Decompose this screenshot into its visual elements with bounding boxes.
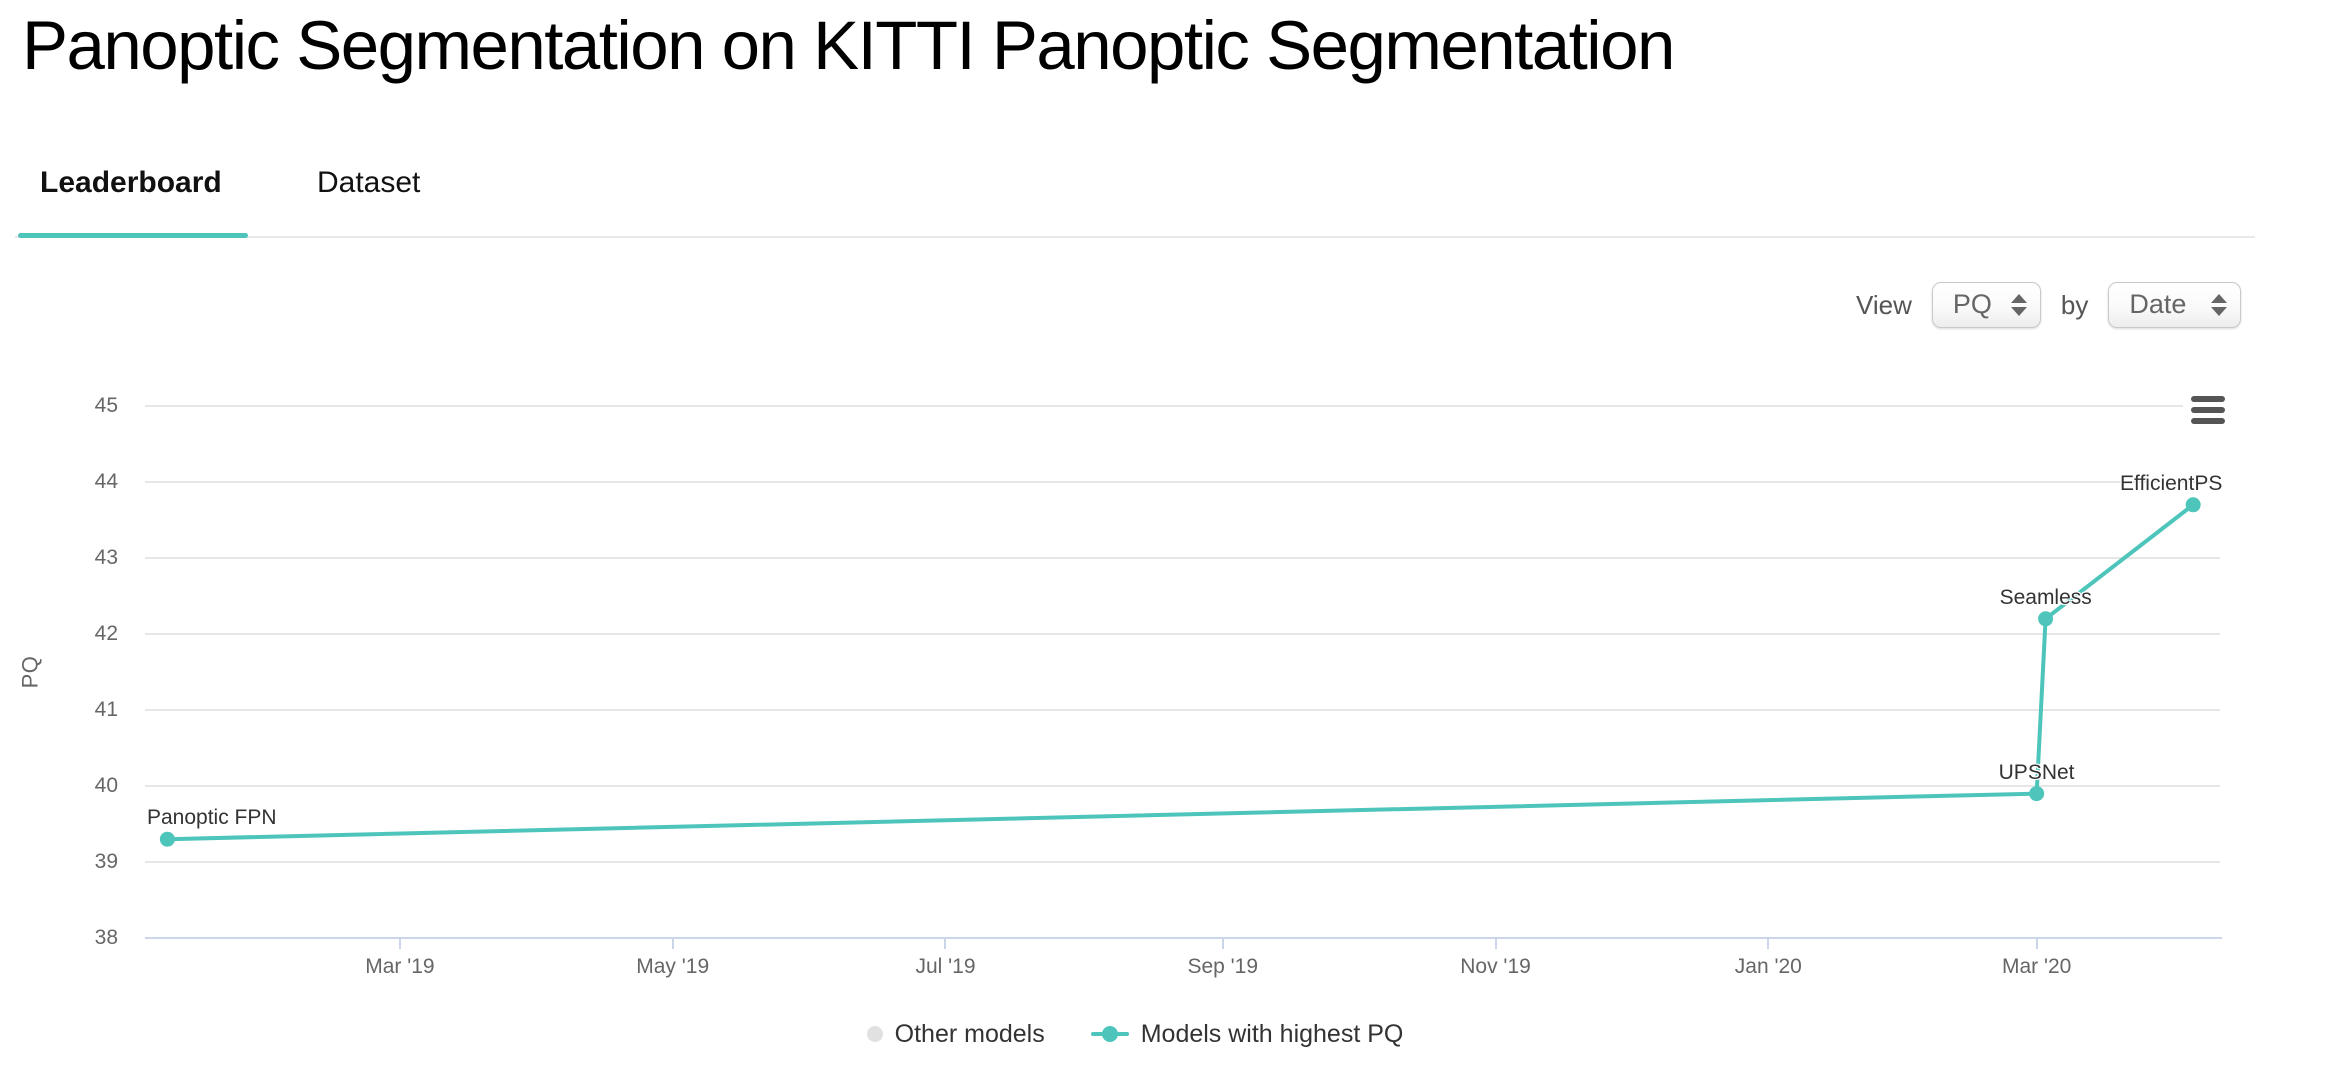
x-axis-tick	[1221, 939, 1224, 949]
data-point-label: Panoptic FPN	[147, 806, 277, 830]
y-axis-tick-label: 38	[94, 926, 118, 949]
data-point-panoptic-fpn[interactable]	[159, 831, 175, 847]
data-point-label: EfficientPS	[2120, 471, 2223, 495]
legend-item-other-models[interactable]: Other models	[866, 1019, 1045, 1049]
group-select-wrap: Date	[2108, 282, 2242, 328]
chart-legend: Other models Models with highest PQ	[15, 1016, 2255, 1052]
tab-bar: Leaderboard Dataset	[0, 160, 2338, 240]
x-axis-tick-label: Jan '20	[1734, 955, 1802, 978]
x-axis-tick	[1767, 939, 1770, 949]
tab-leaderboard[interactable]: Leaderboard	[40, 166, 222, 199]
data-point-upsnet[interactable]	[2029, 786, 2045, 802]
y-axis-tick-label: 45	[94, 394, 118, 417]
data-point-label: UPSNet	[1998, 760, 2075, 784]
legend-item-highest-pq[interactable]: Models with highest PQ	[1090, 1019, 1404, 1049]
legend-line-dot-icon	[1090, 1025, 1129, 1043]
x-axis-tick-label: Sep '19	[1187, 955, 1259, 978]
y-axis-tick-label: 43	[94, 546, 118, 569]
group-select[interactable]: Date	[2109, 283, 2241, 325]
x-axis-tick-label: Mar '20	[2001, 955, 2072, 978]
x-axis-tick	[2035, 939, 2038, 949]
y-gridline	[145, 633, 2220, 635]
tab-dataset[interactable]: Dataset	[317, 166, 421, 199]
hamburger-menu-icon	[2191, 418, 2225, 424]
y-axis-tick-label: 42	[94, 622, 118, 645]
x-axis-tick	[398, 939, 401, 949]
metric-select[interactable]: PQ	[1932, 283, 2040, 325]
hamburger-menu-icon	[2191, 407, 2225, 413]
series-line	[165, 502, 2196, 842]
legend-label: Models with highest PQ	[1140, 1019, 1404, 1048]
y-gridline	[145, 709, 2220, 711]
x-axis-line	[145, 937, 2222, 939]
x-axis-tick	[671, 939, 674, 949]
page-title: Panoptic Segmentation on KITTI Panoptic …	[22, 7, 1675, 84]
y-gridline	[145, 481, 2220, 483]
y-axis-tick-label: 40	[94, 774, 118, 797]
data-point-label: Seamless	[1999, 585, 2092, 609]
legend-label: Other models	[894, 1019, 1045, 1048]
tab-bar-divider	[15, 236, 2255, 238]
y-axis-tick-label: 41	[94, 698, 118, 721]
chart-export-menu-button[interactable]	[2186, 390, 2230, 430]
y-gridline	[145, 861, 2220, 863]
x-axis-tick-label: Jul '19	[915, 955, 976, 978]
data-point-seamless[interactable]	[2038, 611, 2054, 627]
data-point-efficientps[interactable]	[2185, 497, 2201, 513]
y-gridline	[145, 785, 2220, 787]
legend-dot	[1101, 1026, 1118, 1042]
view-controls: View PQ by Date	[1856, 282, 2242, 328]
hamburger-menu-icon	[2191, 396, 2225, 402]
y-axis-tick-label: 44	[94, 470, 118, 493]
view-label: View	[1856, 289, 1912, 320]
x-axis-tick	[944, 939, 947, 949]
x-axis-tick-label: Nov '19	[1460, 955, 1531, 978]
x-axis-tick-label: May '19	[636, 955, 710, 978]
x-axis-tick-label: Mar '19	[365, 955, 435, 978]
by-label: by	[2060, 289, 2089, 320]
active-tab-indicator	[18, 233, 248, 238]
legend-dot-icon	[866, 1026, 883, 1042]
x-axis-tick	[1494, 939, 1497, 949]
metric-select-wrap: PQ	[1931, 282, 2041, 328]
y-axis-tick-label: 39	[94, 850, 118, 873]
y-gridline	[145, 557, 2220, 559]
y-gridline	[145, 405, 2183, 407]
